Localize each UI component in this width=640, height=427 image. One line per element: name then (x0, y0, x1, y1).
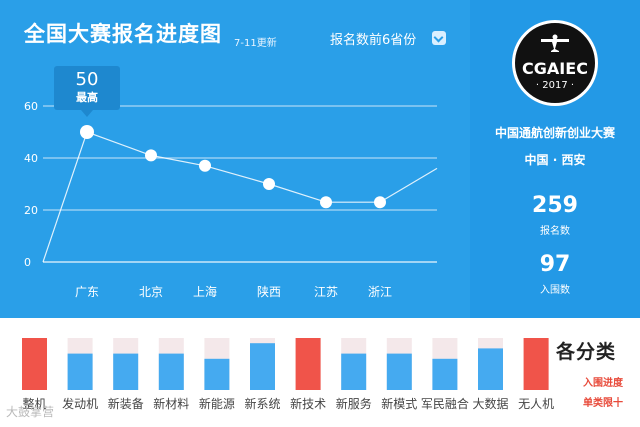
category-subtitle-limit: 单类限十 (583, 398, 623, 409)
category-bar (523, 338, 549, 390)
category-label: 整机 (22, 396, 46, 411)
category-subtitle-progress: 入围进度 (583, 378, 623, 389)
y-tick-label: 20 (24, 204, 38, 217)
tooltip-label: 最高 (76, 91, 98, 104)
y-tick-label: 60 (24, 100, 38, 113)
series-line (42, 131, 438, 263)
category-bar (158, 353, 184, 390)
category-bar (250, 343, 275, 390)
category-label: 新系统 (244, 396, 280, 411)
y-tick-label: 0 (24, 256, 31, 269)
stat-shortlisted-value: 97 (539, 252, 571, 277)
event-logo: CGAIEC · 2017 · (512, 20, 598, 106)
event-location: 中国 · 西安 (524, 153, 586, 167)
x-tick-label: 浙江 (368, 285, 392, 299)
watermark: 大鼓掌营 (6, 405, 55, 419)
category-label: 新能源 (199, 396, 235, 411)
update-note: 7-11更新 (234, 38, 277, 49)
logo-text: CGAIEC (522, 59, 588, 78)
data-point (263, 178, 275, 190)
event-name: 中国通航创新创业大赛 (494, 126, 615, 140)
line-chart: 0 20 40 60 广东 北京 上海 陕西 江苏 浙江 (24, 100, 438, 299)
category-bar (67, 353, 93, 390)
category-label: 新服务 (336, 396, 372, 411)
airplane-icon (541, 34, 569, 52)
page-title: 全国大赛报名进度图 (24, 22, 222, 46)
category-label: 新装备 (108, 396, 144, 411)
category-bar (432, 358, 458, 390)
category-title: 各分类 (556, 341, 617, 363)
category-label: 大数据 (472, 396, 508, 411)
data-point (199, 159, 211, 172)
category-bar-chart: 整机 发动机 新装备 新材料 新能源 新系统 新技术 新服务 新模式 军民融合 大数据 无人机 (22, 338, 554, 411)
category-label: 发动机 (62, 396, 98, 411)
x-tick-label: 上海 (193, 284, 217, 299)
category-bar (113, 353, 139, 390)
data-point (145, 149, 157, 162)
x-tick-label: 广东 (75, 285, 99, 299)
stat-shortlisted-label: 入围数 (540, 285, 570, 296)
y-tick-label: 40 (24, 152, 38, 165)
data-point (320, 196, 332, 209)
max-tooltip: 50 最高 (54, 66, 120, 117)
tooltip-value: 50 (75, 69, 99, 90)
category-bar (478, 348, 503, 390)
category-label: 新模式 (381, 396, 417, 411)
data-point (374, 196, 386, 209)
category-label: 新材料 (153, 396, 189, 411)
stat-signups-value: 259 (532, 193, 578, 218)
chevron-down-icon[interactable] (432, 31, 446, 45)
category-bar (22, 338, 47, 390)
x-tick-label: 陕西 (257, 284, 281, 299)
category-bar (295, 338, 321, 390)
category-label: 无人机 (518, 397, 554, 411)
category-label: 新技术 (290, 396, 326, 411)
data-point (80, 125, 94, 139)
category-bar (341, 353, 367, 390)
category-bar (386, 353, 412, 390)
x-tick-label: 江苏 (314, 285, 338, 299)
category-label: 军民融合 (421, 396, 469, 411)
x-tick-label: 北京 (139, 285, 163, 299)
stat-signups-label: 报名数 (540, 226, 570, 237)
logo-year: · 2017 · (535, 80, 575, 91)
category-bar (204, 358, 230, 390)
province-filter-label[interactable]: 报名数前6省份 (330, 33, 417, 48)
